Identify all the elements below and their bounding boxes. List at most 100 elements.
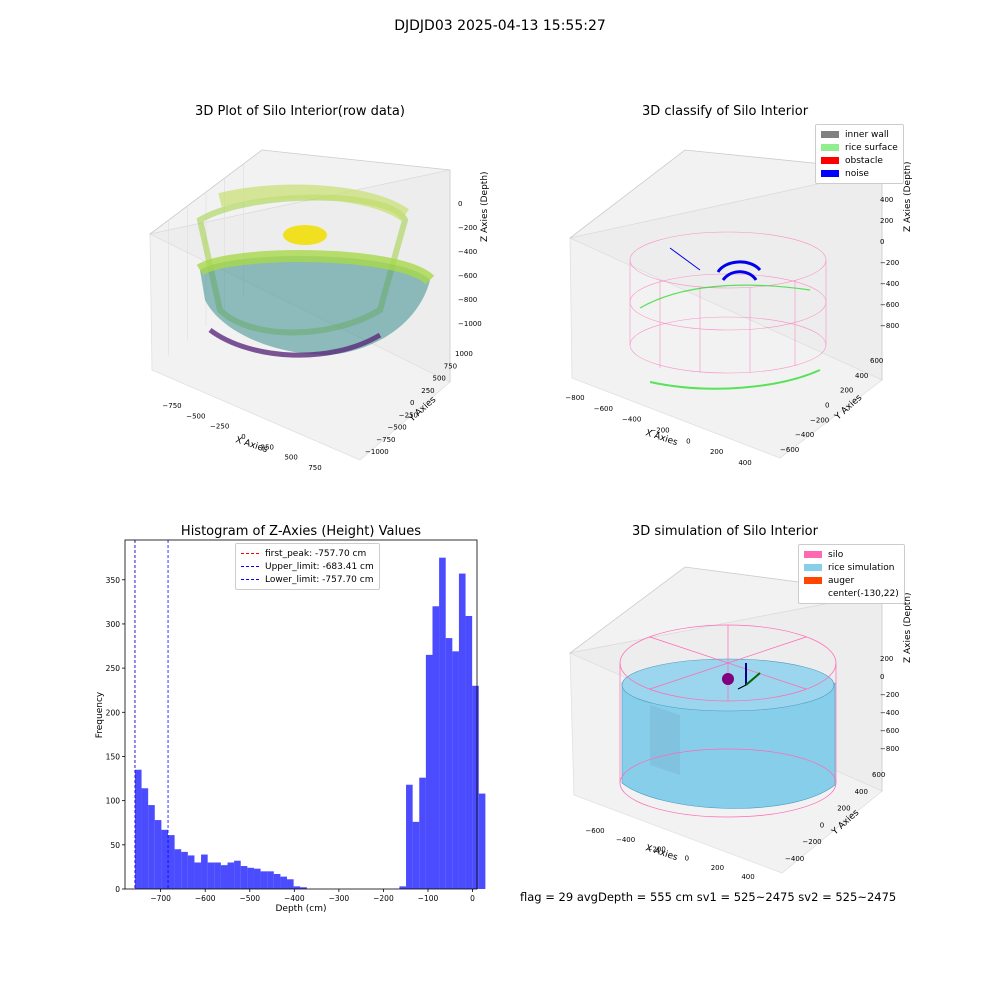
histogram-bar [267, 871, 274, 889]
classify-rice-surface [639, 284, 821, 390]
classify-y-tick: 600 [870, 357, 883, 365]
figure-title: DJDJD03 2025-04-13 15:55:27 [394, 18, 606, 34]
classify-x-tick: −600 [594, 405, 613, 413]
simulation-z-tick: 200 [880, 655, 893, 663]
legend-label: rice simulation [828, 562, 895, 573]
simulation-z-tick: −600 [880, 727, 899, 735]
histogram-bar [207, 862, 215, 889]
classify-x-tick: −400 [622, 416, 641, 424]
raw-z-label: Z Axies (Depth) [480, 171, 490, 242]
histogram-bar [399, 886, 407, 889]
histogram-y-label: Frequency [95, 691, 105, 738]
raw-z-tick: −600 [458, 272, 477, 280]
histogram-bar [194, 862, 202, 889]
classify-legend: inner wall rice surface obstacle noise [815, 124, 904, 184]
histogram-x-tick: −700 [150, 894, 171, 903]
legend-label: auger [828, 575, 855, 586]
simulation-z-tick: 0 [880, 673, 884, 681]
legend-label: Upper_limit: -683.41 cm [265, 561, 374, 572]
legend-label: rice surface [845, 142, 898, 153]
simulation-y-tick: −400 [785, 855, 804, 863]
histogram-bar [406, 784, 413, 889]
classify-y-tick: −400 [795, 431, 814, 439]
raw-x-tick: 500 [284, 454, 297, 462]
histogram-bar [253, 868, 261, 889]
histogram-bar [300, 887, 307, 889]
histogram-x-tick: −400 [284, 894, 305, 903]
classify-z-tick: 400 [880, 196, 893, 204]
legend-label: center(-130,22) [828, 588, 899, 599]
classify-noise [669, 247, 762, 282]
classify-z-tick: 0 [880, 238, 884, 246]
legend-entry: Lower_limit: -757.70 cm [241, 573, 374, 586]
classify-z-tick: −400 [880, 280, 899, 288]
legend-swatch [821, 131, 839, 138]
histogram-bar [141, 788, 149, 889]
histogram-y-tick: 350 [106, 576, 121, 585]
legend-swatch [241, 579, 259, 580]
classify-x-tick: 200 [710, 448, 723, 456]
simulation-z-tick: −400 [880, 709, 899, 717]
simulation-z-tick: −800 [880, 745, 899, 753]
histogram-bar [425, 654, 433, 889]
histogram-bar [234, 860, 241, 889]
raw-y-tick: −250 [399, 411, 418, 419]
histogram-x-tick: −100 [418, 894, 439, 903]
classify-x-tick: 0 [686, 437, 690, 445]
legend-label: noise [845, 168, 869, 179]
histogram-x-tick: −300 [329, 894, 350, 903]
histogram-y-tick: 150 [106, 752, 121, 761]
histogram-bar [458, 573, 466, 889]
histogram-bar [240, 866, 248, 889]
simulation-y-ticks: 600 400 200 0 −200 −400 [785, 771, 885, 863]
legend-entry: noise [821, 167, 898, 180]
histogram-bar [439, 557, 446, 889]
simulation-x-tick: 200 [711, 864, 724, 872]
simulation-x-tick: −200 [647, 845, 666, 853]
raw-z-tick: −800 [458, 296, 477, 304]
simulation-legend: silo rice simulation auger center(-130,22) [798, 544, 905, 604]
simulation-z-label: Z Axies (Depth) [903, 592, 913, 663]
raw-y-ticks: 1000 750 500 250 0 −250 −500 −750 −1000 [365, 350, 473, 456]
histogram-bar [187, 855, 195, 889]
histogram-bar [214, 862, 221, 889]
raw-y-tick: 500 [433, 375, 446, 383]
legend-entry: auger [804, 574, 899, 587]
legend-entry: rice simulation [804, 561, 899, 574]
raw-z-tick: −200 [458, 224, 477, 232]
raw-z-ticks: 0 −200 −400 −600 −800 −1000 [458, 200, 482, 328]
classify-y-tick: −200 [810, 416, 829, 424]
legend-label: silo [828, 549, 844, 560]
legend-swatch [821, 157, 839, 164]
legend-label: inner wall [845, 129, 889, 140]
classify-y-tick: −600 [780, 446, 799, 454]
histogram-y-tick: 0 [115, 885, 120, 894]
simulation-x-tick: −400 [616, 836, 635, 844]
histogram-y-tick: 250 [106, 664, 121, 673]
classify-z-tick: −800 [880, 322, 899, 330]
simulation-z-ticks: 200 0 −200 −400 −600 −800 [880, 655, 899, 753]
histogram-frame [124, 539, 478, 890]
legend-label: first_peak: -757.70 cm [265, 548, 367, 559]
raw-plot-title: 3D Plot of Silo Interior(row data) [195, 104, 405, 119]
raw-x-tick: −750 [162, 402, 181, 410]
histogram-bar [154, 820, 162, 889]
histogram-bar [273, 873, 281, 889]
histogram-bar [432, 606, 440, 889]
histogram-bar [452, 651, 459, 889]
simulation-plot-title: 3D simulation of Silo Interior [632, 524, 818, 539]
legend-entry: center(-130,22) [804, 587, 899, 600]
histogram-y-tick: 50 [110, 841, 120, 850]
histogram-bar [478, 793, 486, 889]
histogram-bar [412, 821, 420, 889]
raw-y-tick: −1000 [365, 448, 389, 456]
histogram-bars [134, 557, 486, 889]
raw-x-tick: −250 [210, 423, 229, 431]
simulation-x-tick: −600 [585, 827, 604, 835]
raw-y-tick: 250 [421, 387, 434, 395]
histogram-x-ticks: −700 −600 −500 −400 −300 −200 −100 0 [150, 889, 475, 903]
histogram-chart: −700 −600 −500 −400 −300 −200 −100 0 0 50 100 150 2… [95, 539, 486, 914]
legend-swatch [804, 564, 822, 571]
raw-y-tick: −500 [388, 424, 407, 432]
histogram-y-tick: 300 [106, 620, 121, 629]
